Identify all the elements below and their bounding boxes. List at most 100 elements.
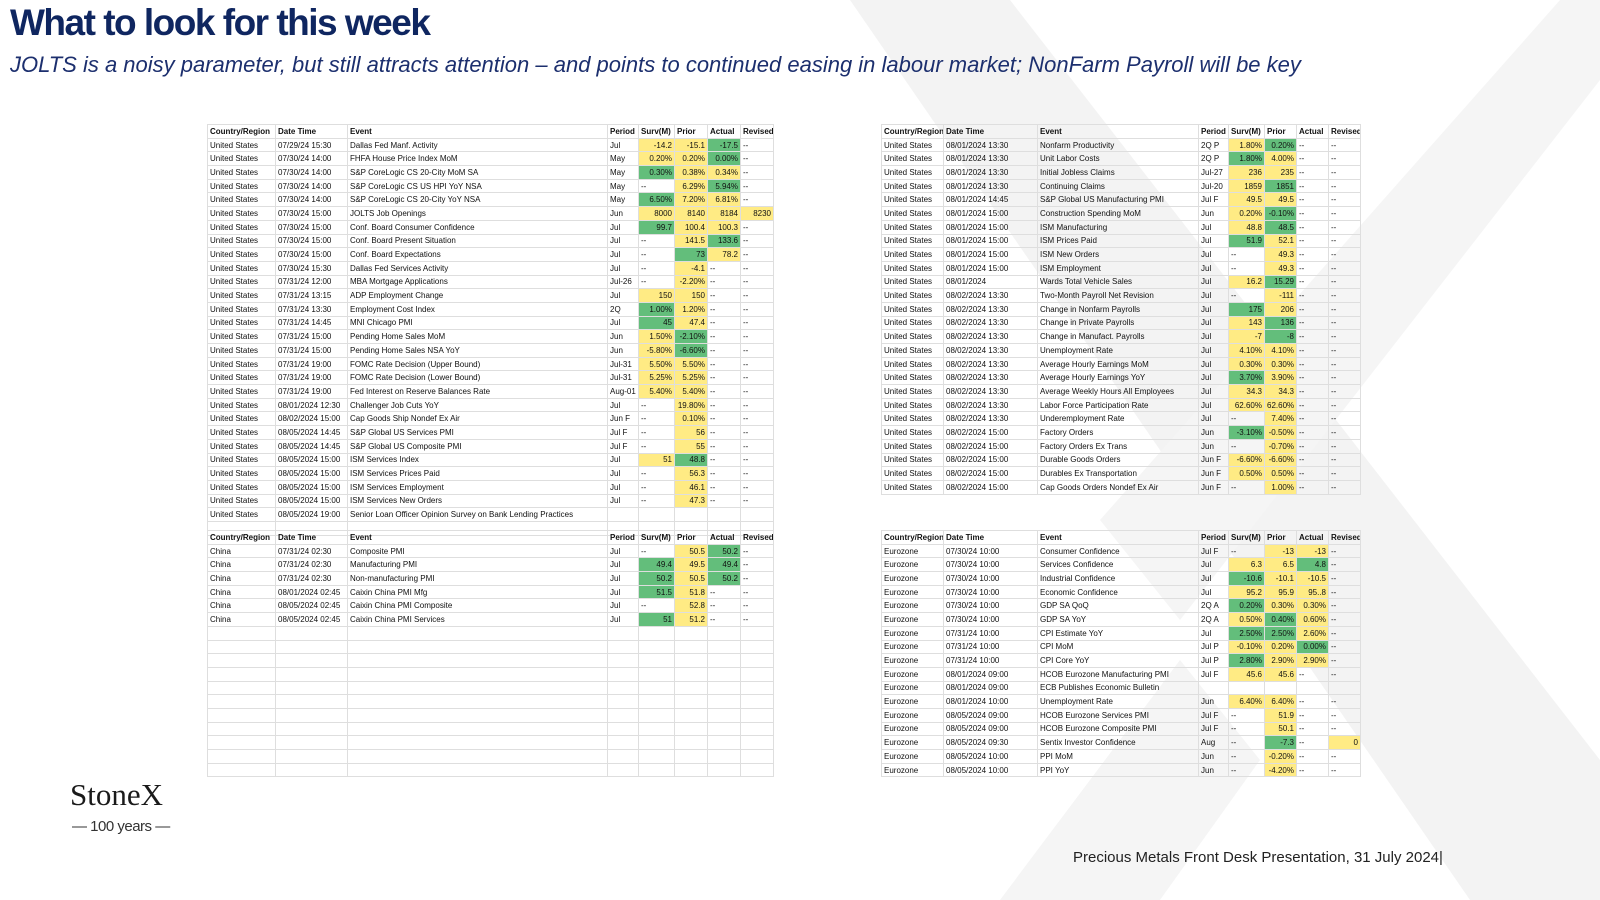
table-row: United States 08/02/2024 13:30 Change in N… — [881, 301, 1361, 317]
table-cell — [707, 653, 741, 668]
table-cell: 0.20% — [1264, 137, 1297, 153]
table-cell — [607, 666, 639, 682]
table-cell: ISM Prices Paid — [1037, 233, 1199, 249]
table-cell: 49.5 — [1264, 192, 1297, 208]
table-row: United States 08/02/2024 13:30 Change in P… — [881, 315, 1361, 331]
table-cell: China — [207, 584, 276, 600]
table-row: United States 08/02/2024 13:30 Underemploy… — [881, 411, 1361, 427]
table-cell: -111 — [1264, 288, 1297, 303]
table-cell: -- — [1296, 247, 1329, 262]
table-cell: United States — [207, 384, 276, 399]
table-cell — [275, 721, 348, 737]
table-row: United States 08/01/2024 15:00 Constructio… — [881, 206, 1361, 221]
table-cell: Jun — [1198, 749, 1229, 764]
table-row: United States 07/31/24 13:30 Employment Co… — [207, 301, 774, 317]
table-cell: 08/02/2024 15:00 — [943, 425, 1038, 440]
table-cell: Fed Interest on Reserve Balances Rate — [347, 384, 608, 399]
table-cell: -- — [1228, 479, 1265, 495]
table-cell: Jul — [1198, 315, 1229, 331]
table-cell: 08/05/2024 14:45 — [275, 438, 348, 454]
table-cell: United States — [207, 370, 276, 386]
table-cell: Jul P — [1198, 639, 1229, 655]
table-cell: 08/02/2024 15:00 — [943, 438, 1038, 454]
table-row: United States 07/31/24 19:00 Fed Interest … — [207, 384, 774, 399]
table-row: United States 08/02/2024 13:30 Labor Force… — [881, 397, 1361, 413]
table-cell: 08/05/2024 09:00 — [943, 721, 1038, 737]
table-row: Eurozone 08/01/2024 09:00 HCOB Eurozone Ma… — [881, 666, 1361, 682]
table-cell — [207, 653, 276, 668]
table-cell — [707, 639, 741, 655]
table-cell: Jul — [1198, 625, 1229, 641]
table-cell: -- — [1328, 749, 1361, 764]
table-cell: -6.60% — [1228, 452, 1265, 468]
table-cell — [638, 507, 675, 522]
table-cell: -0.70% — [1264, 438, 1297, 454]
table-cell: PPI YoY — [1037, 762, 1199, 778]
table-cell: Eurozone — [881, 735, 944, 750]
table-cell: FHFA House Price Index MoM — [347, 151, 608, 167]
column-header: Country/Region — [207, 530, 276, 545]
table-cell: 08/05/2024 15:00 — [275, 493, 348, 509]
table-cell: -- — [638, 543, 675, 559]
table-cell: 0.20% — [1264, 639, 1297, 655]
table-cell: -- — [740, 137, 774, 153]
table-cell: United States — [207, 438, 276, 454]
column-header: Prior — [1264, 530, 1297, 545]
table-cell: ECB Publishes Economic Bulletin — [1037, 680, 1199, 696]
table-cell: 07/31/24 13:15 — [275, 288, 348, 303]
table-cell: 2.60% — [1296, 625, 1329, 641]
table-cell: Jul — [1198, 247, 1229, 262]
table-cell: 0.20% — [1228, 206, 1265, 221]
table-cell: 5.40% — [638, 384, 675, 399]
table-row: Eurozone 08/05/2024 09:30 Sentix Investor … — [881, 735, 1361, 750]
table-cell: S&P CoreLogic CS 20-City YoY NSA — [347, 192, 608, 208]
table-cell: -- — [1296, 749, 1329, 764]
table-cell: ISM Services Employment — [347, 479, 608, 495]
table-cell: Jun F — [1198, 466, 1229, 481]
table-cell: 08/01/2024 15:00 — [943, 260, 1038, 276]
table-cell: -- — [1296, 178, 1329, 194]
table-cell: Jul — [1198, 343, 1229, 358]
table-cell — [347, 653, 608, 668]
table-cell: Jun — [1198, 694, 1229, 709]
table-cell — [607, 749, 639, 764]
table-cell: GDP SA QoQ — [1037, 598, 1199, 614]
table-row — [207, 680, 774, 696]
table-cell: United States — [881, 192, 944, 208]
table-cell: Jul — [1198, 301, 1229, 317]
table-cell — [674, 694, 708, 709]
table-cell: 07/31/24 12:00 — [275, 274, 348, 290]
table-cell: -- — [707, 466, 741, 481]
table-cell: United States — [881, 343, 944, 358]
table-cell: -- — [1328, 178, 1361, 194]
table-cell — [1296, 680, 1329, 696]
table-cell: ISM Manufacturing — [1037, 219, 1199, 235]
table-cell — [674, 762, 708, 778]
table-cell: 2.50% — [1264, 625, 1297, 641]
table-cell: Durables Ex Transportation — [1037, 466, 1199, 481]
table-cell: -- — [740, 598, 774, 614]
table-cell: -- — [1328, 384, 1361, 399]
table-cell: 07/30/24 10:00 — [943, 612, 1038, 627]
table-cell: 07/30/24 15:00 — [275, 219, 348, 235]
table-cell: -- — [1228, 288, 1265, 303]
table-cell: -- — [638, 438, 675, 454]
table-cell: Composite PMI — [347, 543, 608, 559]
table-cell: -- — [638, 274, 675, 290]
table-cell: -- — [1328, 137, 1361, 153]
table-row: United States 08/02/2024 13:30 Average Hou… — [881, 370, 1361, 386]
table-cell: Employment Cost Index — [347, 301, 608, 317]
table-cell: 0.30% — [1264, 598, 1297, 614]
table-cell — [674, 680, 708, 696]
table-cell: -7.3 — [1264, 735, 1297, 750]
column-header: Revised — [1328, 530, 1361, 545]
table-cell: Manufacturing PMI — [347, 557, 608, 573]
table-cell: Average Weekly Hours All Employees — [1037, 384, 1199, 399]
table-cell: Jul-20 — [1198, 178, 1229, 194]
table-cell: -14.2 — [638, 137, 675, 153]
table-cell: 0.00% — [1296, 639, 1329, 655]
table-cell — [275, 639, 348, 655]
column-header: Country/Region — [881, 530, 944, 545]
table-cell: 45.6 — [1264, 666, 1297, 682]
table-cell: 08/02/2024 13:30 — [943, 356, 1038, 372]
